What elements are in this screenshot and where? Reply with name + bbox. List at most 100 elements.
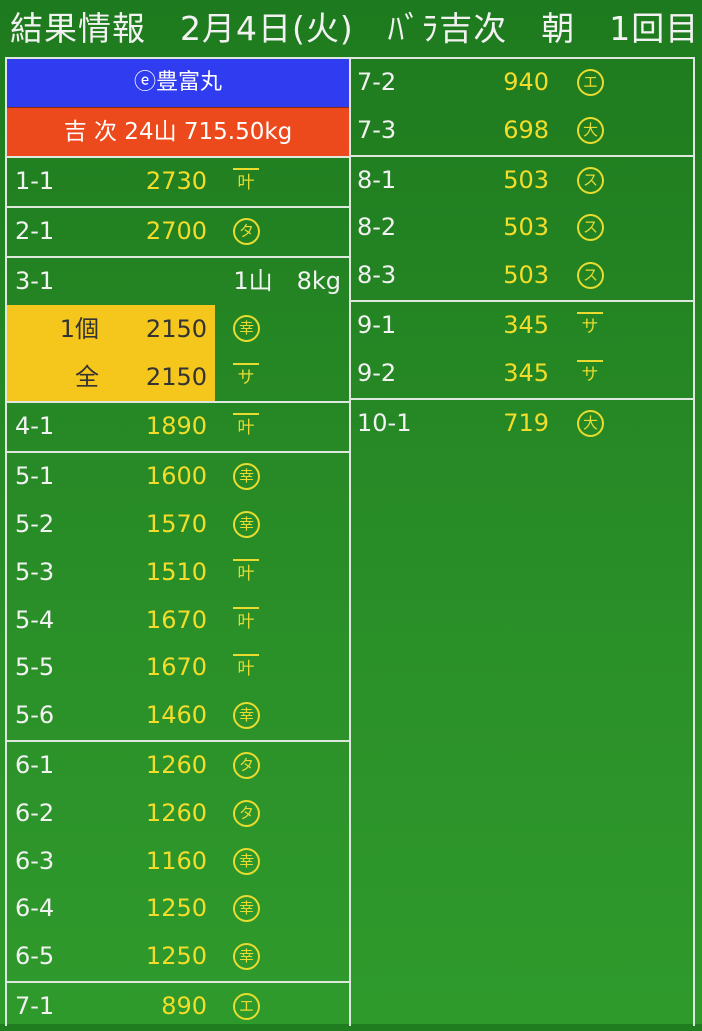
- buyer-mark-icon: 大: [577, 409, 604, 437]
- buyer-mark-icon: ス: [577, 262, 604, 290]
- buyer-mark-icon: 叶: [233, 168, 259, 194]
- lot-price: 890: [161, 991, 207, 1020]
- lot-row: 8-2 503 ス: [349, 204, 693, 252]
- lot-group: 7-2 940 エ 7-3 698 大: [349, 57, 693, 155]
- lot-row: 6-4 1250 幸: [7, 885, 349, 933]
- vessel-name: ⓔ豊富丸: [7, 59, 349, 107]
- lot-price: 1250: [145, 894, 207, 923]
- lot-group: 6-1 1260 タ 6-2 1260 タ 6-3 1160 幸 6-4 1250 幸 6-5 1250 幸: [7, 739, 349, 981]
- buyer-mark-icon: 幸: [233, 463, 260, 491]
- lot-row: 6-3 1160 幸: [7, 838, 349, 886]
- buyer-mark-icon: 幸: [233, 702, 260, 730]
- sub-lot-breakdown: 1個 2150 幸全 2150 サ: [7, 305, 349, 402]
- lot-group: 3-1 1山 8kg 1個 2150 幸全 2150 サ: [7, 255, 349, 402]
- lot-row: 5-1 1600 幸: [7, 453, 349, 501]
- lot-group: 4-1 1890 叶: [7, 401, 349, 451]
- lot-number: 6-2: [15, 798, 55, 827]
- sub-lot-label: 全: [75, 363, 99, 392]
- lot-row: 9-1 345 サ: [349, 302, 693, 350]
- lot-number: 8-1: [357, 165, 397, 194]
- lot-number: 5-4: [15, 605, 55, 634]
- page-title: 結果情報 2月4日(火) ﾊﾞﾗ吉次 朝 1回目: [10, 9, 700, 48]
- lot-number: 3-1: [15, 266, 55, 295]
- catch-summary: 吉 次 24山 715.50kg: [7, 107, 349, 156]
- buyer-mark-icon: サ: [577, 359, 603, 386]
- lot-row: 6-1 1260 タ: [7, 742, 349, 790]
- buyer-mark-icon: サ: [577, 311, 603, 338]
- lot-price: 503: [503, 165, 549, 194]
- lot-price: 1670: [145, 605, 207, 634]
- buyer-mark-icon: 幸: [233, 315, 260, 343]
- buyer-mark-icon: 叶: [233, 558, 259, 585]
- lot-price: 1670: [145, 653, 207, 682]
- lot-number: 6-3: [15, 846, 55, 875]
- lot-row: 5-3 1510 叶: [7, 549, 349, 597]
- lot-number: 5-6: [15, 701, 55, 730]
- lot-price: 1460: [145, 701, 207, 730]
- lot-price: 2700: [145, 216, 207, 245]
- lot-price: 1570: [145, 509, 207, 538]
- buyer-mark-icon: 大: [577, 116, 604, 144]
- lot-quantity: 1山 8kg: [233, 266, 341, 295]
- buyer-mark-icon: 幸: [233, 847, 260, 875]
- sub-lot-label: 1個: [59, 315, 99, 344]
- sub-lot-row: 1個 2150 幸: [7, 305, 349, 353]
- lot-number: 5-5: [15, 653, 55, 682]
- lot-row: 4-1 1890 叶: [7, 403, 349, 451]
- lot-price: 345: [503, 358, 549, 387]
- lot-group: 8-1 503 ス 8-2 503 ス 8-3 503 ス: [349, 154, 693, 300]
- lot-price: 1600: [145, 462, 207, 491]
- buyer-mark-icon: サ: [233, 363, 259, 389]
- lot-group: 7-1 890 エ: [7, 980, 349, 1031]
- sub-lot-row: 全 2150 サ: [7, 353, 349, 401]
- lot-row: 1-1 2730 叶: [7, 158, 349, 206]
- buyer-mark-icon: 叶: [233, 606, 259, 633]
- lot-number: 5-3: [15, 557, 55, 586]
- lot-number: 6-4: [15, 894, 55, 923]
- lot-number: 6-1: [15, 750, 55, 779]
- buyer-mark-icon: エ: [577, 69, 604, 96]
- lot-price: 2730: [145, 167, 207, 195]
- lot-price: 503: [503, 213, 549, 242]
- lot-row: 5-4 1670 叶: [7, 597, 349, 645]
- lot-number: 9-1: [357, 310, 397, 339]
- lot-price: 1260: [145, 798, 207, 827]
- results-column-right: 7-2 940 エ 7-3 698 大 8-1 503 ス 8-2 503 ス 8-3 503 ス 9-1 34…: [349, 57, 695, 1026]
- lot-row: 7-3 698 大: [349, 107, 693, 155]
- lot-number: 7-3: [357, 115, 397, 144]
- lot-price: 1890: [145, 412, 207, 441]
- lot-row: 5-5 1670 叶: [7, 644, 349, 692]
- buyer-mark-icon: 叶: [233, 654, 259, 680]
- lot-row: 5-6 1460 幸: [7, 692, 349, 740]
- lot-number: 8-2: [357, 213, 397, 242]
- lot-row: 8-3 503 ス: [349, 252, 693, 300]
- lot-price: 719: [503, 408, 549, 437]
- lot-number: 7-2: [357, 68, 397, 96]
- lot-number: 1-1: [15, 167, 55, 195]
- buyer-mark-icon: 幸: [233, 510, 260, 538]
- lot-number: 8-3: [357, 261, 397, 290]
- lot-row: 7-2 940 エ: [349, 59, 693, 107]
- lot-number: 4-1: [15, 412, 55, 441]
- buyer-mark-icon: ス: [577, 166, 604, 194]
- buyer-mark-icon: 幸: [233, 895, 260, 923]
- sub-lot-price: 2150: [145, 363, 207, 392]
- buyer-mark-icon: 幸: [233, 943, 260, 971]
- lot-row: 8-1 503 ス: [349, 157, 693, 205]
- lot-row: 9-2 345 サ: [349, 350, 693, 398]
- lot-row: 3-1 1山 8kg: [7, 258, 349, 306]
- lot-number: 10-1: [357, 408, 412, 437]
- buyer-mark-icon: ス: [577, 214, 604, 242]
- results-column-left: ⓔ豊富丸 吉 次 24山 715.50kg 1-1 2730 叶 2-1 2700 タ 3-…: [5, 57, 351, 1026]
- lot-number: 5-2: [15, 509, 55, 538]
- lot-group: 9-1 345 サ 9-2 345 サ: [349, 299, 693, 398]
- lot-price: 1510: [145, 557, 207, 586]
- lot-row: 10-1 719 大: [349, 400, 693, 448]
- buyer-mark-icon: 叶: [233, 413, 259, 439]
- lot-group: 1-1 2730 叶: [7, 156, 349, 206]
- lot-number: 6-5: [15, 942, 55, 971]
- buyer-mark-icon: タ: [233, 751, 260, 779]
- lot-price: 345: [503, 310, 549, 339]
- lot-row: 2-1 2700 タ: [7, 208, 349, 256]
